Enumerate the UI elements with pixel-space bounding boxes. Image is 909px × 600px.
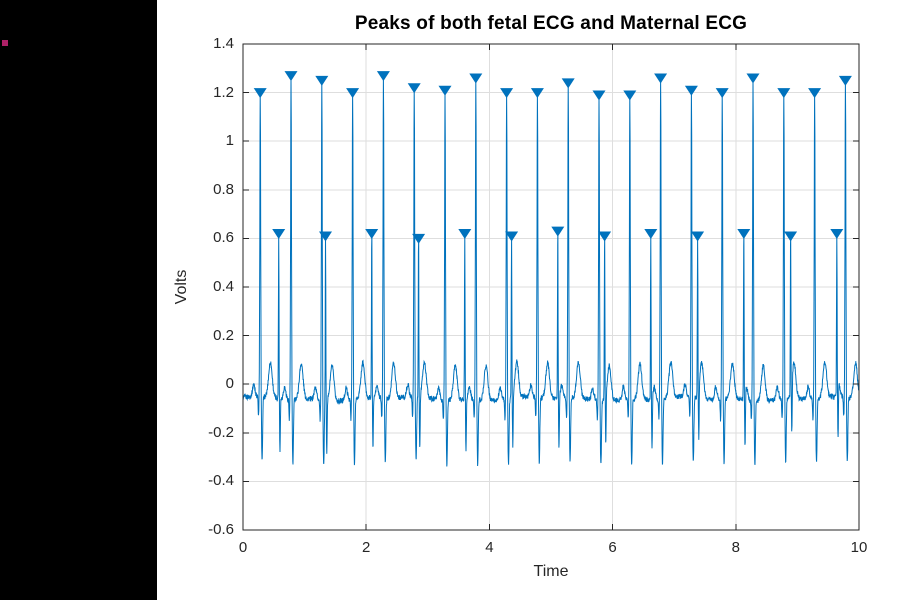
maternal-peak-marker [623, 90, 637, 101]
maternal-peak-marker [808, 88, 822, 99]
magenta-artifact-square [2, 40, 8, 46]
chart-title: Peaks of both fetal ECG and Maternal ECG [354, 13, 748, 34]
fetal-peak-marker [412, 233, 426, 244]
fetal-peak-marker [830, 229, 844, 239]
maternal-peak-marker [592, 90, 606, 101]
maternal-peak-marker [838, 75, 852, 86]
fetal-peak-marker [598, 231, 612, 242]
maternal-peak-marker [284, 71, 298, 82]
maternal-peak-marker [315, 75, 329, 86]
maternal-peak-marker [715, 88, 729, 99]
y-tick-label-1.4: 1.4 [213, 35, 234, 52]
maternal-peak-marker [561, 78, 575, 89]
x-tick-label-10: 10 [850, 539, 868, 556]
x-axis-label: Time [533, 563, 569, 580]
fetal-peak-marker [691, 231, 705, 242]
maternal-peak-marker [777, 88, 791, 99]
y-tick-label-0.4: 0.4 [213, 278, 234, 295]
maternal-peak-marker [654, 73, 668, 84]
y-tick-label-0.6: 0.6 [213, 229, 234, 247]
maternal-peak-marker [469, 73, 483, 84]
maternal-peak-marker [407, 83, 421, 94]
x-tick-label-8: 8 [731, 539, 740, 556]
maternal-peak-marker [746, 73, 760, 84]
fetal-peak-marker [737, 229, 751, 239]
x-tick-label-0: 0 [238, 539, 248, 556]
fetal-peak-marker [644, 229, 658, 239]
y-tick-label--0.2: -0.2 [208, 423, 234, 441]
left-black-panel [0, 0, 157, 600]
fetal-peak-marker [272, 229, 286, 239]
y-tick-label--0.4: -0.4 [208, 472, 234, 490]
fetal-peak-marker [505, 231, 519, 242]
y-tick-label-0: 0 [225, 375, 234, 393]
maternal-peak-marker [530, 88, 544, 99]
fetal-peak-marker [784, 231, 798, 242]
fetal-peak-marker [319, 231, 332, 242]
maternal-peak-marker [253, 88, 267, 99]
maternal-peak-marker [346, 88, 360, 99]
x-tick-label-4: 4 [485, 539, 494, 556]
y-tick-label-0.2: 0.2 [213, 326, 234, 344]
y-tick-label-1.2: 1.2 [213, 83, 234, 101]
x-tick-label-2: 2 [362, 539, 371, 556]
x-tick-label-6: 6 [608, 539, 617, 556]
maternal-peak-marker [500, 88, 514, 99]
fetal-peak-marker [365, 229, 379, 239]
ecg-signal-line [243, 75, 859, 467]
maternal-peak-marker [376, 71, 390, 82]
y-tick-label-0.8: 0.8 [213, 180, 234, 198]
y-tick-label--0.6: -0.6 [208, 521, 234, 538]
fetal-peak-marker [458, 229, 472, 239]
y-tick-label-1: 1 [225, 132, 234, 150]
maternal-peak-marker [438, 85, 452, 96]
maternal-peak-marker [684, 85, 698, 96]
fetal-peak-marker [551, 226, 565, 237]
